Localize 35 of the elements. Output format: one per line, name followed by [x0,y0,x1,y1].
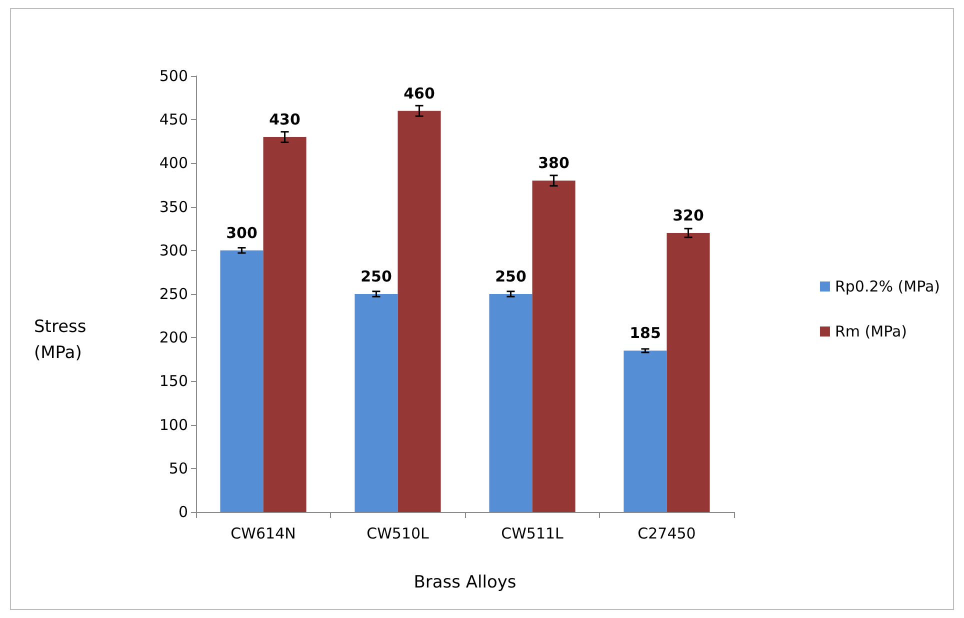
y-tick-label: 400 [159,154,188,172]
x-axis-title: Brass Alloys [414,572,516,592]
data-label: 430 [269,110,300,129]
data-label: 300 [226,224,258,242]
y-axis-title: Stress (MPa) [34,317,86,363]
y-tick-label: 150 [159,372,188,390]
y-tick-label: 0 [178,503,188,521]
x-tick-label: CW614N [230,524,296,542]
legend-label: Rm (MPa) [834,322,907,340]
bar [624,350,667,512]
bar [398,110,441,512]
y-tick-label: 50 [168,459,188,478]
y-tick-label: 200 [159,328,188,347]
y-tick-label: 450 [159,110,188,129]
x-tick-label: CW510L [366,524,430,542]
bar [263,137,306,512]
bar [220,250,264,512]
data-label: 185 [630,324,661,342]
bar [489,294,532,512]
y-tick-label: 500 [159,67,188,85]
y-tick-label: 250 [159,285,188,303]
data-label: 250 [360,268,392,286]
data-label: 460 [404,84,435,102]
data-label: 250 [495,268,526,286]
data-label: 320 [672,206,704,224]
x-tick-label: CW511L [501,524,564,542]
bar [666,232,710,512]
bar [354,294,398,512]
y-tick-label: 350 [159,198,188,216]
y-tick-label: 100 [159,416,188,434]
legend-label: Rp0.2% (MPa) [834,278,940,296]
data-label: 380 [538,154,570,172]
x-tick-label: C27450 [638,524,696,542]
y-tick-label: 300 [159,241,188,260]
bar [532,180,576,512]
